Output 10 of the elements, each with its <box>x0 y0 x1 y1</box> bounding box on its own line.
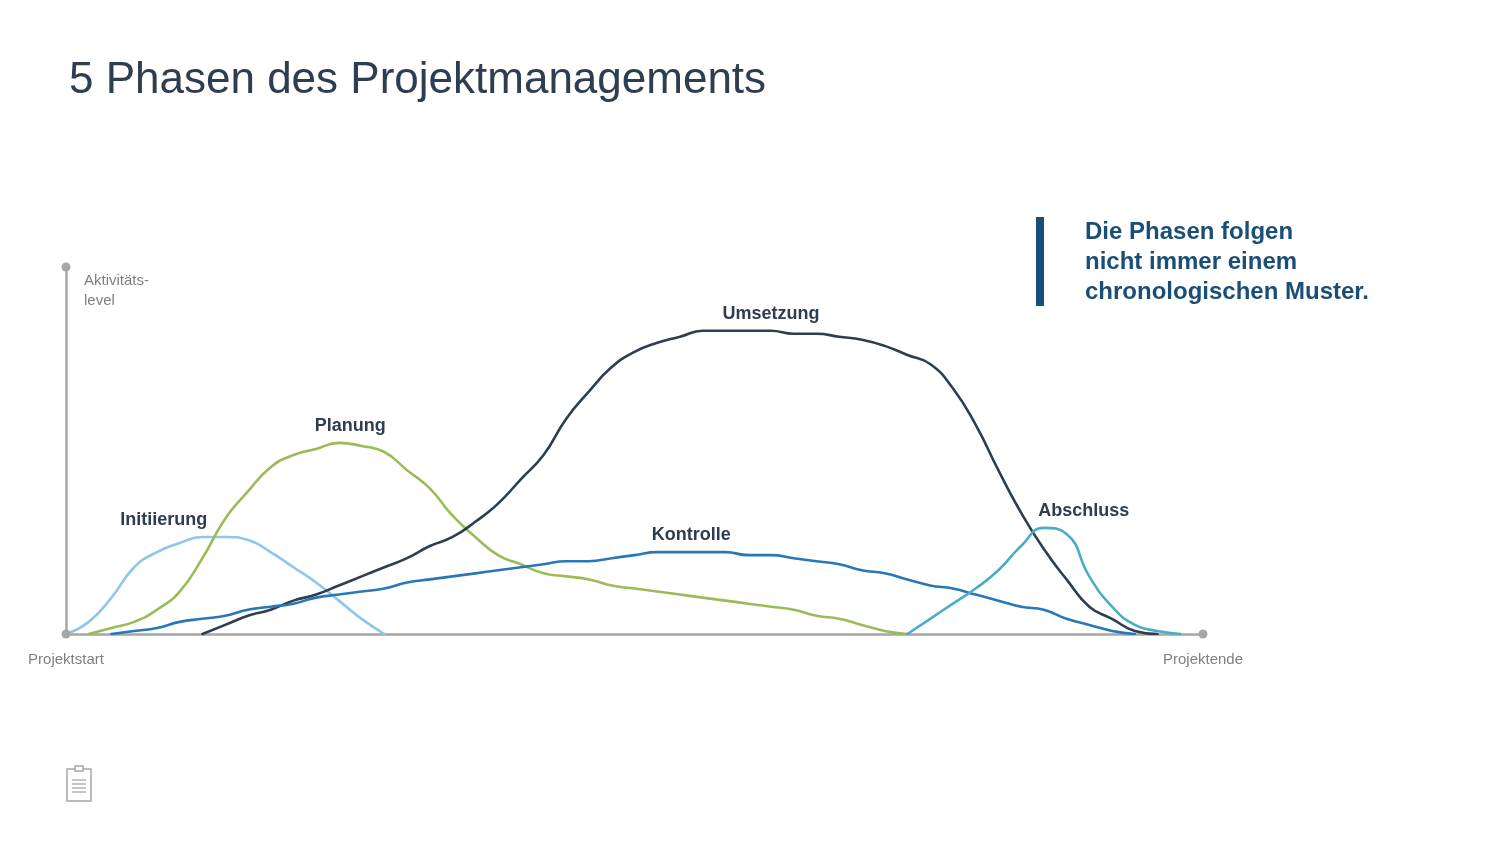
x-tick-label: Projektende <box>1162 650 1244 667</box>
series-label: Initiierung <box>120 508 208 529</box>
series-label: Planung <box>314 414 386 435</box>
y-axis-title: Aktivitäts-level <box>84 270 150 308</box>
x-tick-label: Projektstart <box>28 650 105 667</box>
series-label: Kontrolle <box>651 524 731 545</box>
series-label: Umsetzung <box>722 302 820 323</box>
series-label: Abschluss <box>1038 499 1130 520</box>
text: Die Phasen folgen nicht immer einem chronologischen Muster. <box>1085 216 1370 306</box>
chart-title: 5 Phasen des Projektmanagements <box>69 52 767 102</box>
